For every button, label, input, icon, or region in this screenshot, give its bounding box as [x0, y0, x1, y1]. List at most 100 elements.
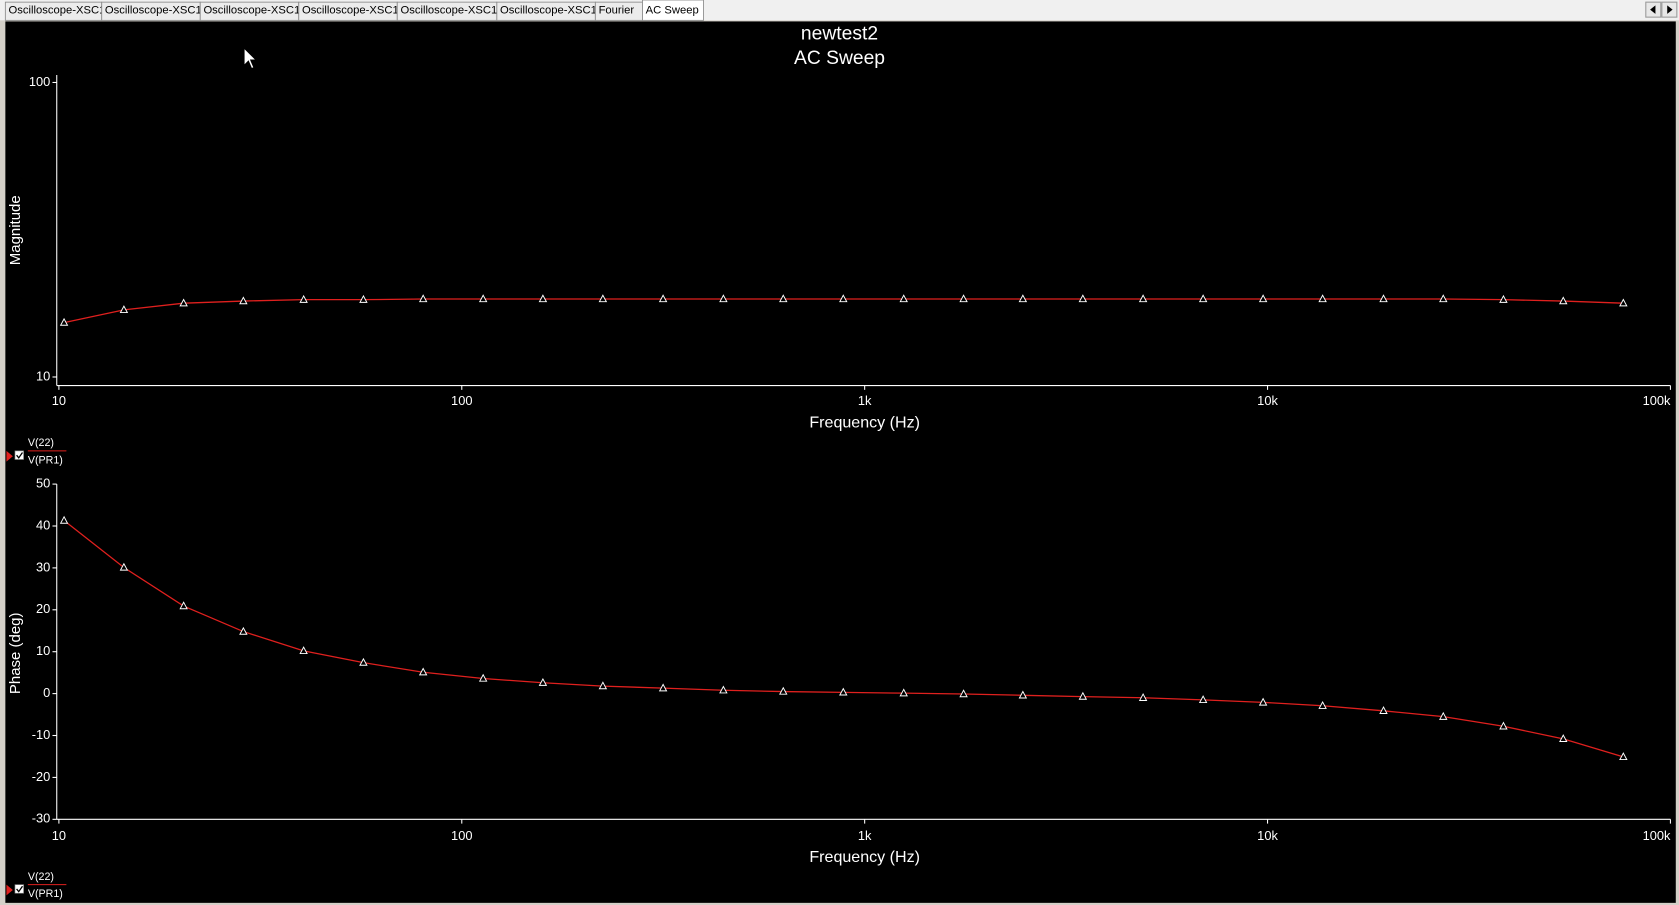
tab[interactable]: Oscilloscope-XSC1 [298, 1, 399, 21]
data-point [1138, 294, 1148, 303]
data-point [959, 294, 968, 303]
y-tick-label: -10 [32, 727, 51, 742]
data-point [119, 305, 129, 314]
y-axis-title: Phase (deg) [7, 612, 24, 694]
data-point [179, 601, 188, 610]
tab-strip: Oscilloscope-XSC1 Oscilloscope-XSC1 Oscill… [4, 0, 704, 21]
legend-label: V(PR1) [28, 888, 63, 900]
tab[interactable]: Oscilloscope-XSC1 [101, 1, 202, 21]
data-point [779, 686, 788, 695]
data-point [1619, 298, 1628, 307]
data-point [1559, 296, 1568, 305]
data-point [1379, 706, 1388, 714]
y-tick-label: 30 [36, 559, 50, 574]
tab-label: Oscilloscope-XSC1 [500, 5, 597, 17]
x-tick-label: 10 [52, 393, 66, 408]
x-tick-label: 10k [1257, 393, 1278, 408]
data-point [1318, 294, 1327, 303]
graph-subtitle: AC Sweep [794, 48, 885, 69]
data-point [1078, 294, 1088, 303]
data-point [239, 626, 248, 635]
legend-label: V(PR1) [28, 454, 63, 466]
data-point [598, 294, 608, 303]
data-point [959, 689, 968, 698]
y-tick-label: 20 [36, 601, 50, 616]
tab-label: Oscilloscope-XSC1 [302, 5, 399, 17]
scroll-right-icon [1667, 5, 1673, 14]
data-point [59, 317, 69, 326]
data-point [1559, 734, 1568, 743]
data-point [299, 646, 308, 655]
data-point [119, 562, 129, 571]
tab-background [642, 0, 704, 21]
y-tick-label: 100 [29, 74, 50, 89]
x-tick-label: 1k [858, 393, 872, 408]
data-point [478, 673, 488, 682]
y-axis-title: Magnitude [7, 195, 24, 265]
data-point [1018, 690, 1028, 699]
data-point [1499, 294, 1508, 303]
data-point [359, 294, 368, 303]
y-tick-label: -30 [32, 811, 51, 826]
x-tick-label: 100 [451, 393, 472, 408]
tab[interactable]: Fourier [594, 1, 643, 21]
data-point [299, 294, 308, 303]
x-tick-label: 100k [1643, 393, 1671, 408]
data-point [899, 688, 908, 697]
tab-label: Oscilloscope-XSC1 [400, 5, 497, 17]
data-point [658, 294, 668, 303]
data-point [1318, 700, 1327, 709]
tab-label: Oscilloscope-XSC1 [203, 5, 300, 17]
data-point [239, 296, 248, 305]
data-point [1258, 294, 1268, 303]
data-point [839, 294, 848, 303]
legend-selector [6, 884, 13, 896]
data-point [1198, 294, 1208, 303]
scroll-left-icon [1650, 5, 1656, 14]
data-point [598, 681, 608, 690]
y-tick-label: 50 [36, 475, 50, 490]
y-tick-label: 0 [43, 685, 50, 700]
tab-label: Oscilloscope-XSC1 [9, 5, 106, 17]
data-point [418, 294, 428, 303]
tab[interactable]: Oscilloscope-XSC1 [199, 1, 300, 21]
x-tick-label: 10k [1257, 828, 1278, 843]
legend-selector [6, 450, 13, 462]
y-tick-label: 40 [36, 517, 50, 532]
tab-label: Fourier [599, 5, 635, 17]
legend-label: V(22) [28, 871, 54, 883]
x-tick-label: 10 [52, 828, 66, 843]
data-point [1258, 697, 1268, 706]
x-tick-label: 100k [1643, 828, 1671, 843]
tab[interactable]: Oscilloscope-XSC1 [396, 1, 498, 21]
data-point [1198, 695, 1208, 704]
legend-checkbox[interactable] [14, 884, 24, 894]
data-point [779, 294, 788, 303]
legend-checkbox[interactable] [14, 450, 24, 460]
x-axis-title: Frequency (Hz) [809, 413, 920, 431]
data-point [1439, 294, 1448, 303]
legend-label: V(22) [28, 437, 54, 449]
data-point [719, 294, 728, 303]
data-point [1499, 721, 1508, 730]
x-tick-label: 100 [451, 828, 472, 843]
y-tick-label: 10 [36, 643, 50, 658]
data-point [719, 685, 728, 694]
mouse-cursor [243, 47, 257, 70]
tab-label: AC Sweep [646, 5, 699, 17]
data-point [1138, 693, 1148, 701]
tab[interactable]: AC Sweep [642, 0, 704, 21]
x-tick-label: 1k [858, 828, 872, 843]
data-point [418, 667, 428, 676]
data-point [359, 657, 368, 666]
tab[interactable]: Oscilloscope-XSC1 [496, 1, 597, 21]
graph-title: newtest2 [801, 23, 878, 44]
tab-label: Oscilloscope-XSC1 [105, 5, 202, 17]
x-axis-title: Frequency (Hz) [809, 848, 920, 866]
legend-check [16, 452, 24, 459]
y-tick-label: 10 [36, 368, 50, 383]
data-point [899, 294, 908, 303]
tab[interactable]: Oscilloscope-XSC1 [4, 1, 106, 21]
legend-check [16, 885, 24, 893]
